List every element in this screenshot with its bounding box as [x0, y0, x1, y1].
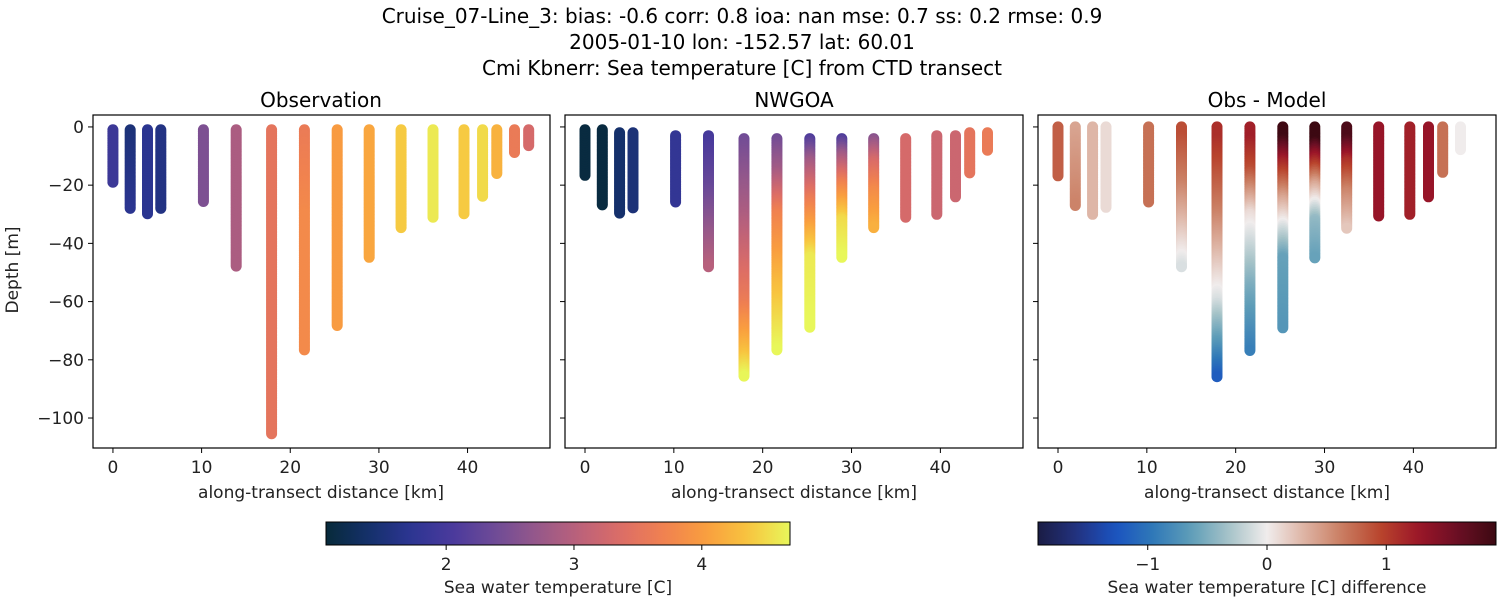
data-point — [523, 140, 535, 152]
x-tick-label: 20 — [279, 458, 301, 478]
data-point — [771, 344, 783, 356]
panel-title-difference: Obs - Model — [1208, 88, 1327, 112]
colorbar-temperature — [325, 521, 791, 546]
x-tick-label: 30 — [841, 458, 863, 478]
figure-title-line2: 2005-01-10 lon: -152.57 lat: 60.01 — [569, 30, 915, 54]
data-point — [931, 208, 943, 220]
panel-title-observation: Observation — [260, 88, 382, 112]
data-point — [1437, 166, 1449, 178]
x-tick-label: 40 — [930, 458, 952, 478]
x-tick-label: 10 — [191, 458, 213, 478]
x-tick-label: 10 — [1136, 458, 1158, 478]
y-tick-label: −60 — [48, 293, 84, 313]
colorbar-tick-label: 4 — [696, 555, 707, 575]
data-point — [868, 222, 880, 234]
data-point — [900, 211, 912, 223]
x-tick-label: 40 — [457, 458, 479, 478]
y-tick-label: −80 — [48, 351, 84, 371]
data-point — [230, 260, 242, 272]
data-point — [1277, 322, 1289, 334]
data-point — [1404, 208, 1416, 220]
data-point — [458, 208, 470, 220]
data-point — [627, 202, 639, 214]
data-point — [491, 168, 503, 179]
x-tick-label: 10 — [663, 458, 685, 478]
axes-frame-model — [564, 114, 1024, 449]
x-axis-label-observation: along-transect distance [km] — [198, 483, 444, 503]
x-tick-label: 30 — [1314, 458, 1336, 478]
data-point — [107, 176, 119, 188]
axis-ticks: 0 10 20 30 40 0 −20 −40 −60 −80 −100 0 10 20 30 40 0 10 20… — [37, 118, 1424, 478]
data-point — [804, 321, 816, 333]
colorbar-tick-label: 1 — [1381, 555, 1392, 575]
data-point — [298, 344, 310, 356]
y-tick-label: 0 — [73, 118, 84, 138]
y-tick-label: −40 — [48, 234, 84, 254]
colorbar-ticks: 2 3 4 −1 0 1 — [441, 545, 1392, 575]
data-point — [1341, 222, 1353, 234]
x-axis-label-difference: along-transect distance [km] — [1144, 483, 1390, 503]
data-point — [395, 222, 407, 234]
data-point — [331, 320, 343, 331]
data-point — [1373, 210, 1385, 222]
panel-title-model: NWGOA — [754, 88, 834, 112]
axes-frame-difference — [1037, 114, 1497, 449]
x-axis-label-model: along-transect distance [km] — [671, 483, 917, 503]
data-point — [703, 261, 714, 273]
x-tick-label: 30 — [368, 458, 390, 478]
data-point — [1069, 200, 1081, 211]
data-point — [1309, 252, 1321, 264]
data-point — [124, 202, 136, 214]
data-point — [427, 211, 439, 223]
data-point — [596, 199, 608, 211]
figure-title-line1: Cruise_07-Line_3: bias: -0.6 corr: 0.8 i… — [382, 4, 1103, 28]
x-tick-label: 20 — [752, 458, 774, 478]
colorbar-difference-label: Sea water temperature [C] difference — [1107, 578, 1426, 598]
x-tick-label: 20 — [1225, 458, 1247, 478]
data-point — [266, 428, 278, 440]
colorbar-difference — [1037, 521, 1497, 546]
colorbar-tick-label: −1 — [1135, 555, 1160, 575]
data-point — [950, 191, 961, 203]
x-tick-label: 40 — [1403, 458, 1425, 478]
data-point — [142, 208, 153, 220]
data-point — [363, 251, 375, 263]
data-point — [964, 167, 976, 179]
data-point — [836, 251, 848, 263]
data-point — [1244, 345, 1256, 356]
data-point — [1052, 170, 1064, 182]
y-tick-label: −20 — [48, 176, 84, 196]
data-point — [477, 190, 489, 202]
axes-frame-observation — [92, 114, 551, 449]
x-tick-label: 0 — [108, 458, 119, 478]
data-point — [1455, 144, 1466, 156]
colorbar-tick-label: 3 — [569, 555, 580, 575]
data-point — [982, 144, 993, 156]
data-point — [509, 147, 520, 158]
y-axis-label: Depth [m] — [3, 226, 23, 313]
data-point — [1143, 196, 1155, 208]
x-tick-label: 0 — [1053, 458, 1064, 478]
data-point — [1176, 261, 1187, 273]
data-point — [670, 196, 682, 208]
data-point — [1100, 201, 1112, 213]
colorbar-temperature-label: Sea water temperature [C] — [444, 578, 672, 598]
x-tick-label: 0 — [580, 458, 591, 478]
data-point — [579, 169, 591, 181]
data-point — [738, 370, 750, 382]
observation-points — [107, 124, 535, 440]
data-point — [1211, 371, 1223, 383]
data-point — [197, 196, 209, 207]
figure-title-line3: Cmi Kbnerr: Sea temperature [C] from CTD… — [482, 56, 1002, 80]
colorbar-tick-label: 0 — [1262, 555, 1273, 575]
data-point — [614, 207, 626, 219]
data-point — [155, 202, 167, 214]
data-point — [1423, 191, 1434, 203]
difference-points — [1052, 121, 1466, 383]
data-point — [1087, 208, 1099, 220]
model-points — [579, 124, 993, 382]
colorbar-tick-label: 2 — [441, 555, 452, 575]
y-tick-label: −100 — [37, 409, 84, 429]
